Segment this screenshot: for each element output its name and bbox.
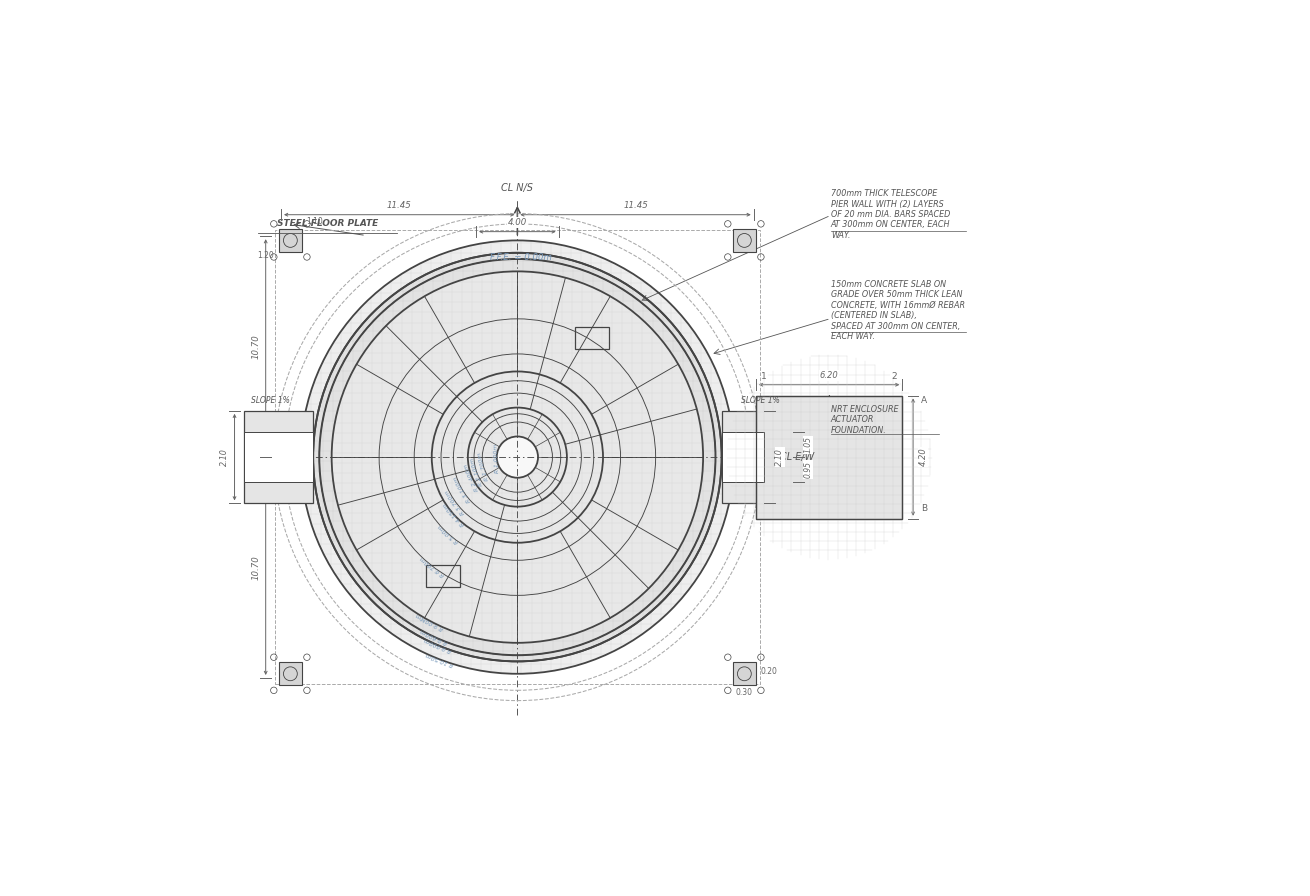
Text: F.F.E. = 0.00m: F.F.E. = 0.00m <box>490 253 552 262</box>
Bar <box>575 327 609 349</box>
Text: SLOPE 1%: SLOPE 1% <box>740 396 779 405</box>
Text: R 9.900m: R 9.900m <box>423 637 452 653</box>
Bar <box>732 228 756 252</box>
Bar <box>722 411 764 504</box>
Bar <box>244 433 313 482</box>
Text: R 10.50m: R 10.50m <box>426 651 455 667</box>
Text: R 2.400m: R 2.400m <box>464 463 481 492</box>
Bar <box>279 662 301 685</box>
Text: 150mm CONCRETE SLAB ON
GRADE OVER 50mm THICK LEAN
CONCRETE, WITH 16mmØ REBAR
(CE: 150mm CONCRETE SLAB ON GRADE OVER 50mm T… <box>831 280 964 341</box>
Text: 10.70: 10.70 <box>252 556 261 580</box>
Bar <box>722 433 764 482</box>
Text: R 6.700m: R 6.700m <box>419 556 445 577</box>
Text: STEEL FLOOR PLATE: STEEL FLOOR PLATE <box>276 220 379 228</box>
Text: B: B <box>921 504 927 513</box>
Text: R 1.700m: R 1.700m <box>477 452 490 481</box>
Text: 2.10: 2.10 <box>220 448 229 466</box>
Bar <box>279 228 301 252</box>
Bar <box>732 662 756 685</box>
Text: CL N/S: CL N/S <box>502 183 533 193</box>
Text: R 4.150m: R 4.150m <box>441 502 465 527</box>
Text: 6.20: 6.20 <box>820 371 838 380</box>
Text: R 9.00Mm: R 9.00Mm <box>415 612 445 631</box>
Text: 0.20: 0.20 <box>761 667 777 676</box>
Bar <box>244 411 313 504</box>
Text: 700mm THICK TELESCOPE
PIER WALL WITH (2) LAYERS
OF 20 mm DIA. BARS SPACED
AT 300: 700mm THICK TELESCOPE PIER WALL WITH (2)… <box>831 189 950 240</box>
Circle shape <box>496 436 538 478</box>
Text: R 2.100m: R 2.100m <box>469 457 483 486</box>
Text: 2.10: 2.10 <box>776 448 785 466</box>
Text: 1.10: 1.10 <box>307 217 324 227</box>
Text: SLOPE 1%: SLOPE 1% <box>252 396 291 405</box>
Text: 0.30: 0.30 <box>736 688 753 697</box>
Text: 11.45: 11.45 <box>624 201 648 210</box>
Circle shape <box>331 271 703 642</box>
Circle shape <box>313 253 722 661</box>
Text: 2: 2 <box>892 372 897 381</box>
Text: 1.05: 1.05 <box>804 436 812 453</box>
Text: R 9.600m: R 9.600m <box>419 628 448 645</box>
Text: R 1.000m: R 1.000m <box>494 444 500 473</box>
Bar <box>756 395 903 519</box>
Text: 4.20: 4.20 <box>918 448 927 467</box>
Bar <box>275 230 760 685</box>
Text: 4.00: 4.00 <box>508 218 527 227</box>
Text: NRT ENCLOSURE
ACTUATOR
FOUNDATION.: NRT ENCLOSURE ACTUATOR FOUNDATION. <box>831 405 899 435</box>
Bar <box>426 565 460 587</box>
Text: 0.95: 0.95 <box>804 461 812 478</box>
Text: R 5.00m: R 5.00m <box>438 523 460 544</box>
Text: 10.70: 10.70 <box>252 334 261 359</box>
Text: 1.20: 1.20 <box>258 251 274 260</box>
Text: 11.45: 11.45 <box>386 201 411 210</box>
Text: 1: 1 <box>761 372 766 381</box>
Text: CL E/W: CL E/W <box>779 452 815 462</box>
Circle shape <box>301 240 734 674</box>
Text: R 3.100m: R 3.100m <box>452 475 472 503</box>
Bar <box>756 395 903 519</box>
Text: A: A <box>921 396 927 405</box>
Text: R 3.700m: R 3.700m <box>445 488 466 515</box>
